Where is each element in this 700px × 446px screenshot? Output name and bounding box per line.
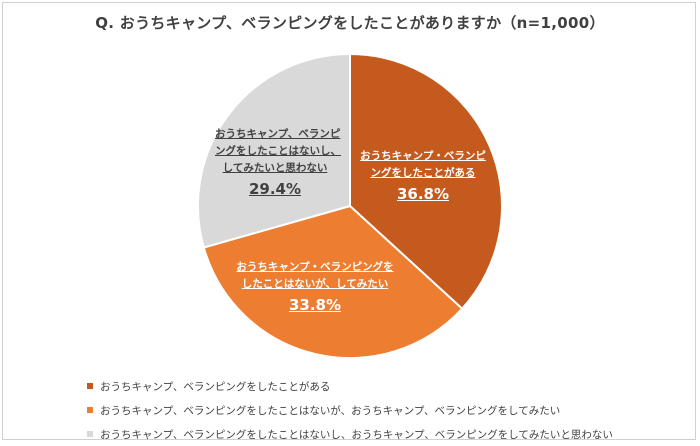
- pie-slice-no: [197, 52, 351, 249]
- pie-slice-want: [202, 204, 464, 359]
- legend-label-done: おうちキャンプ、ベランピングをしたことがある: [100, 380, 331, 393]
- slice-value-no: 29.4%: [248, 180, 302, 198]
- legend-item-want: おうちキャンプ、ベランピングをしたことはないが、おうちキャンプ、ベランピングをし…: [87, 398, 613, 422]
- slice-label-want-line1: おうちキャンプ・ベランピングを: [236, 261, 394, 273]
- slice-label-done-line2: ングをしたことがある: [370, 167, 476, 179]
- slice-label-no: おうちキャンプ、ベランピ ングをしたことはないし、 してみたいと思わない 29.…: [215, 126, 341, 198]
- slice-label-want: おうちキャンプ・ベランピングを したことはないが、してみたい 33.8%: [230, 259, 400, 314]
- pie-slice-done: [349, 52, 503, 311]
- legend-label-no: おうちキャンプ、ベランピングをしたことはないし、おうちキャンプ、ベランピングをし…: [100, 428, 613, 441]
- legend-item-no: おうちキャンプ、ベランピングをしたことはないし、おうちキャンプ、ベランピングをし…: [87, 422, 613, 446]
- legend-swatch-want: [87, 407, 93, 413]
- legend: おうちキャンプ、ベランピングをしたことがある おうちキャンプ、ベランピングをした…: [87, 374, 613, 446]
- slice-label-no-line3: してみたいと思わない: [222, 162, 328, 174]
- slice-label-done: おうちキャンプ・ベランピ ングをしたことがある 36.8%: [358, 148, 488, 203]
- chart-title: Q. おうちキャンプ、ベランピングをしたことがありますか（n=1,000）: [95, 14, 605, 32]
- legend-label-want: おうちキャンプ、ベランピングをしたことはないが、おうちキャンプ、ベランピングをし…: [100, 404, 561, 417]
- legend-item-done: おうちキャンプ、ベランピングをしたことがある: [87, 374, 613, 398]
- legend-swatch-done: [87, 383, 93, 389]
- slice-value-done: 36.8%: [396, 185, 450, 203]
- slice-label-no-line2: ングをしたことはないし、: [215, 145, 341, 157]
- slice-label-want-line2: したことはないが、してみたい: [241, 278, 389, 290]
- slice-label-no-line1: おうちキャンプ、ベランピ: [215, 128, 341, 140]
- legend-swatch-no: [87, 431, 93, 437]
- slice-value-want: 33.8%: [288, 296, 342, 314]
- slice-label-done-line1: おうちキャンプ・ベランピ: [360, 150, 486, 162]
